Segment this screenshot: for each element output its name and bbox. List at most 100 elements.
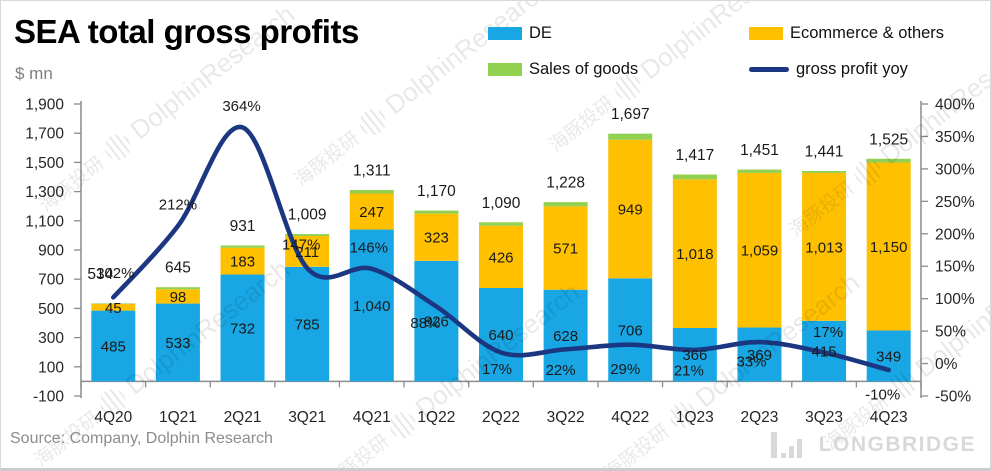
right-axis-tick-label: 300% [935, 161, 975, 178]
bar-segment-de [155, 303, 200, 382]
left-axis-tick-label: 1,500 [25, 155, 64, 172]
de-value-label: 826 [424, 314, 449, 331]
bar-segment-sales-of-goods [866, 158, 911, 163]
x-axis-category-label: 3Q23 [805, 409, 843, 426]
legend-label: gross profit yoy [796, 60, 908, 78]
de-value-label: 628 [553, 328, 578, 345]
de-swatch [488, 27, 522, 40]
bar-segment-ecommerce [866, 162, 911, 331]
bar-segment-sales-of-goods [608, 133, 653, 140]
yoy-percent-label: -10% [865, 387, 900, 404]
ecommerce-value-label: 571 [553, 241, 578, 258]
x-axis-category-label: 2Q21 [224, 409, 262, 426]
de-value-label: 732 [230, 320, 255, 337]
bar-segment-de [737, 327, 782, 382]
total-value-label: 1,228 [546, 175, 585, 192]
total-value-label: 1,697 [611, 106, 650, 123]
yoy-percent-label: 102% [96, 265, 134, 282]
yoy-percent-label: 29% [610, 361, 640, 378]
brand-name: LONGBRIDGE [818, 433, 976, 456]
bar-segment-ecommerce [737, 172, 782, 328]
legend-item-gross-profit-yoy: gross profit yoy [749, 60, 908, 79]
longbridge-logo-icon [770, 432, 802, 458]
ecommerce-value-label: 45 [105, 300, 122, 317]
ecommerce-value-label: 1,018 [676, 246, 714, 263]
yoy-percent-label: 146% [350, 239, 388, 256]
ecommerce-value-label: 1,013 [805, 239, 843, 256]
right-axis-tick-label: 150% [935, 259, 975, 276]
bar-segment-de [866, 330, 911, 382]
bar-segment-de [672, 327, 717, 382]
total-value-label: 1,441 [805, 144, 844, 161]
legend-label: DE [529, 24, 552, 42]
bar-segment-sales-of-goods [672, 174, 717, 180]
left-axis-tick-label: 300 [38, 330, 64, 347]
total-value-label: 1,525 [869, 131, 908, 148]
right-axis-tick-label: 0% [935, 356, 958, 373]
x-axis-category-label: 1Q21 [159, 409, 197, 426]
total-value-label: 1,451 [740, 142, 779, 159]
x-axis-category-label: 2Q23 [741, 409, 779, 426]
gross-profit-yoy-swatch [749, 67, 789, 72]
yoy-percent-label: 147% [282, 237, 320, 254]
ecommerce-value-label: 426 [488, 249, 513, 266]
right-axis-tick-label: 250% [935, 194, 975, 211]
sales-of-goods-swatch [488, 63, 522, 76]
left-axis-tick-label: 1,700 [25, 126, 64, 143]
yoy-percent-label: 21% [674, 362, 704, 379]
total-value-label: 1,311 [353, 162, 391, 179]
ecommerce-value-label: 323 [424, 230, 449, 247]
x-axis-category-label: 3Q22 [547, 409, 585, 426]
yoy-percent-label: 364% [222, 98, 260, 115]
total-value-label: 1,009 [288, 207, 327, 224]
ecommerce-value-label: 183 [230, 254, 255, 271]
left-axis-tick-label: 1,100 [25, 213, 64, 230]
right-axis-tick-label: 100% [935, 291, 975, 308]
bar-segment-ecommerce [220, 247, 265, 275]
total-value-label: 931 [230, 218, 256, 235]
left-axis-tick-label: 500 [38, 301, 64, 318]
source-note: Source: Company, Dolphin Research [10, 430, 273, 447]
bar-segment-ecommerce [349, 193, 394, 230]
left-axis-tick-label: -100 [33, 389, 64, 406]
gross-profit-yoy-line [111, 125, 891, 373]
chart-title: SEA total gross profits [14, 13, 359, 50]
de-value-label: 366 [682, 347, 707, 364]
bar-segment-de [479, 287, 523, 382]
bar-segment-de [543, 289, 588, 382]
yoy-percent-label: 17% [482, 361, 512, 378]
total-value-label: 534 [87, 266, 113, 283]
ecommerce-value-label: 211 [295, 244, 319, 261]
legend-label: Sales of goods [529, 60, 639, 78]
ecommerce-value-label: 247 [359, 204, 384, 221]
bar-segment-ecommerce [155, 289, 200, 304]
bar-segment-ecommerce [543, 206, 588, 290]
total-value-label: 1,170 [417, 183, 456, 200]
left-axis-tick-label: 1,900 [25, 97, 64, 114]
bar-segment-ecommerce [91, 304, 136, 311]
x-axis-category-label: 4Q22 [611, 409, 649, 426]
x-axis-category-label: 1Q22 [417, 409, 455, 426]
bar-segment-de [91, 310, 136, 382]
bar-segment-ecommerce [608, 139, 653, 279]
bar-segment-sales-of-goods [220, 245, 265, 248]
bar-segment-ecommerce [414, 213, 459, 261]
yoy-percent-label: 22% [546, 362, 576, 379]
x-axis-category-label: 4Q23 [870, 409, 908, 426]
legend-item-de: DE [488, 24, 552, 43]
left-axis-tick-label: 1,300 [25, 184, 64, 201]
de-value-label: 369 [747, 347, 772, 364]
de-value-label: 640 [488, 327, 513, 344]
legend-item-ecommerce: Ecommerce & others [749, 24, 944, 43]
yoy-percent-label: 33% [736, 354, 766, 371]
x-axis-category-label: 4Q20 [94, 409, 132, 426]
bar-segment-de [220, 274, 265, 382]
right-axis-tick-label: 200% [935, 226, 975, 243]
bar-segment-ecommerce [672, 179, 717, 328]
de-value-label: 706 [618, 322, 643, 339]
total-value-label: 645 [165, 260, 191, 277]
bar-segment-ecommerce [802, 172, 847, 321]
right-axis-tick-label: 50% [935, 324, 966, 341]
